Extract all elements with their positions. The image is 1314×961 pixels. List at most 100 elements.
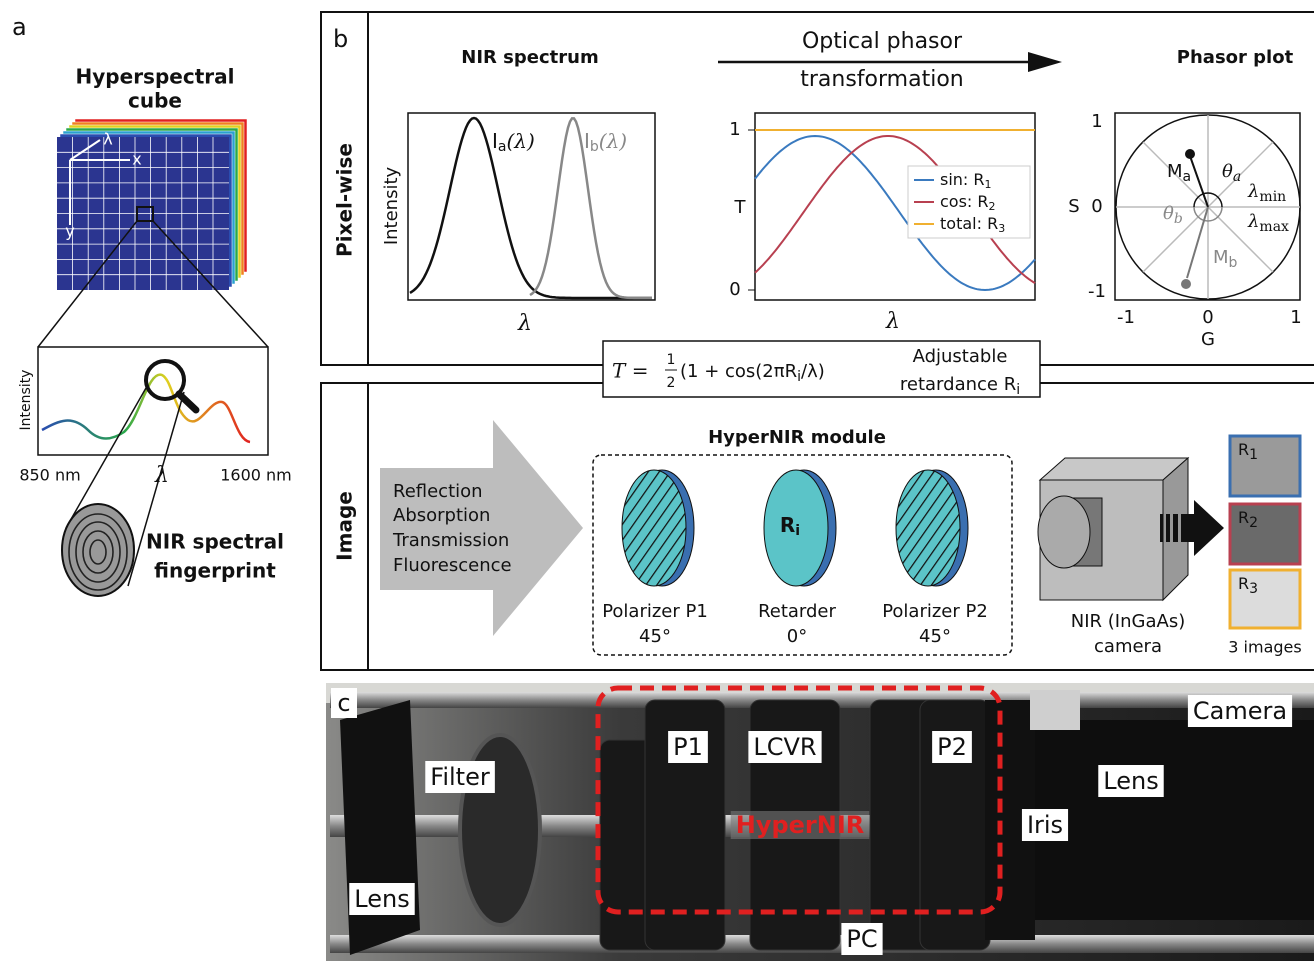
label-sub: i xyxy=(795,523,800,539)
label-sub: a xyxy=(498,139,507,155)
label-part: θ xyxy=(1163,203,1174,224)
note-part: retardance R xyxy=(900,374,1016,395)
fingerprint-label: NIR spectral xyxy=(146,530,284,554)
legend-text: sin: R xyxy=(940,170,985,189)
cube-axis-label: y xyxy=(65,222,74,241)
label-part: R xyxy=(780,513,795,537)
label-sub: a xyxy=(1233,169,1241,185)
camera-lens xyxy=(1038,496,1090,568)
legend-sub: 1 xyxy=(985,178,992,191)
note-sub: i xyxy=(1016,382,1020,398)
mode-label: Absorption xyxy=(393,505,490,526)
mode-label: Fluorescence xyxy=(393,555,512,576)
label-sub: a xyxy=(1183,169,1192,185)
lens-mount xyxy=(340,700,420,955)
panel-letter: b xyxy=(333,25,348,53)
axis-label: Intensity xyxy=(18,370,34,431)
camera-mount xyxy=(1030,690,1080,730)
label-part: R xyxy=(1238,440,1249,459)
element-label: Polarizer P1 xyxy=(602,601,708,622)
cube-title: cube xyxy=(128,89,182,113)
photo-label: PC xyxy=(846,925,877,953)
legend-sub: 3 xyxy=(998,222,1005,235)
label-sub: max xyxy=(1259,219,1289,235)
output-arrow-part xyxy=(1173,514,1178,542)
label-part: λ xyxy=(1247,211,1259,232)
lambda-label: λmax xyxy=(1247,211,1289,235)
axis-tick: 1600 nm xyxy=(220,466,292,485)
fingerprint-label: fingerprint xyxy=(154,559,276,583)
tick-label: 0 xyxy=(1091,196,1102,217)
axis-label: G xyxy=(1201,329,1215,350)
formula-den: 2 xyxy=(667,375,676,391)
angle-label: θa xyxy=(1222,161,1241,185)
panel-a: a Hyperspectral cube xyλ Intensity 850 n… xyxy=(12,13,292,596)
polarizer-disc xyxy=(896,470,960,586)
photo-label: Lens xyxy=(1103,767,1158,795)
row-label: Image xyxy=(333,491,357,561)
tick-label: 1 xyxy=(729,119,740,140)
tick-label: -1 xyxy=(1088,281,1106,302)
camera-body xyxy=(1035,720,1314,920)
hypernir-label: HyperNIR xyxy=(736,811,865,839)
photo-label: P2 xyxy=(937,733,967,761)
photo-label: LCVR xyxy=(753,733,816,761)
label-part: R xyxy=(1238,508,1249,527)
legend-text: total: R xyxy=(940,214,998,233)
camera-top xyxy=(1040,458,1188,480)
photo-label: Filter xyxy=(430,763,490,791)
label-part: θ xyxy=(1222,161,1233,182)
tick-label: -1 xyxy=(1117,307,1135,328)
arrow-label: transformation xyxy=(800,67,963,92)
point-b xyxy=(1181,279,1191,289)
mode-label: Reflection xyxy=(393,481,483,502)
label-part: λ xyxy=(1247,181,1259,202)
output-arrow-part xyxy=(1166,514,1170,542)
label-part: M xyxy=(1213,247,1229,268)
tick-label: 0 xyxy=(729,279,740,300)
label-sub: b xyxy=(1174,211,1183,227)
mode-label: Transmission xyxy=(392,530,509,551)
vector-label: Ma xyxy=(1167,161,1191,185)
curve-label: Ia(λ) xyxy=(492,129,535,156)
label-sub: b xyxy=(1229,255,1238,271)
cube: x y λ xyxy=(57,119,247,290)
label-sub: 3 xyxy=(1249,581,1258,597)
polarizer-disc xyxy=(622,470,686,586)
output-arrow-part xyxy=(1160,514,1163,542)
cube-axis-label: λ xyxy=(103,130,112,149)
module-title: HyperNIR module xyxy=(708,427,886,448)
input-arrow xyxy=(380,420,583,636)
label-sub: 1 xyxy=(1249,447,1258,463)
label-sub: 2 xyxy=(1249,515,1258,531)
tick-label: 0 xyxy=(1202,307,1213,328)
axis-label: T xyxy=(734,197,747,218)
axis-label: λ xyxy=(885,309,900,334)
formula-num: 1 xyxy=(667,352,676,368)
label-part: R xyxy=(1238,574,1249,593)
panel-letter: a xyxy=(12,13,27,41)
element-angle: 45° xyxy=(919,626,951,647)
output-arrow-part xyxy=(1181,514,1196,542)
formula: (1 + cos(2πRi/λ) xyxy=(680,361,825,385)
arrow-head xyxy=(1028,52,1062,72)
label-sub: min xyxy=(1259,189,1286,205)
legend-label: total: R3 xyxy=(940,214,1005,236)
legend-label: sin: R1 xyxy=(940,170,992,192)
axis-label: λ xyxy=(517,311,532,336)
axis-label: λ xyxy=(154,463,169,488)
legend-label: cos: R2 xyxy=(940,192,996,214)
panel-letter: c xyxy=(337,689,350,717)
axis-tick: 850 nm xyxy=(19,466,80,485)
point-a xyxy=(1185,149,1195,159)
element-label: Retarder xyxy=(758,601,836,622)
curve-label: Ib(λ) xyxy=(584,129,627,156)
photo-label: P1 xyxy=(673,733,703,761)
tick-label: 1 xyxy=(1290,307,1301,328)
formula: T = xyxy=(612,359,648,383)
element-angle: 45° xyxy=(639,626,671,647)
vector-label: Mb xyxy=(1213,247,1238,271)
formula-note: retardance Ri xyxy=(900,374,1020,398)
row-label: Pixel-wise xyxy=(333,143,357,257)
cube-axis-label: x xyxy=(132,150,141,169)
